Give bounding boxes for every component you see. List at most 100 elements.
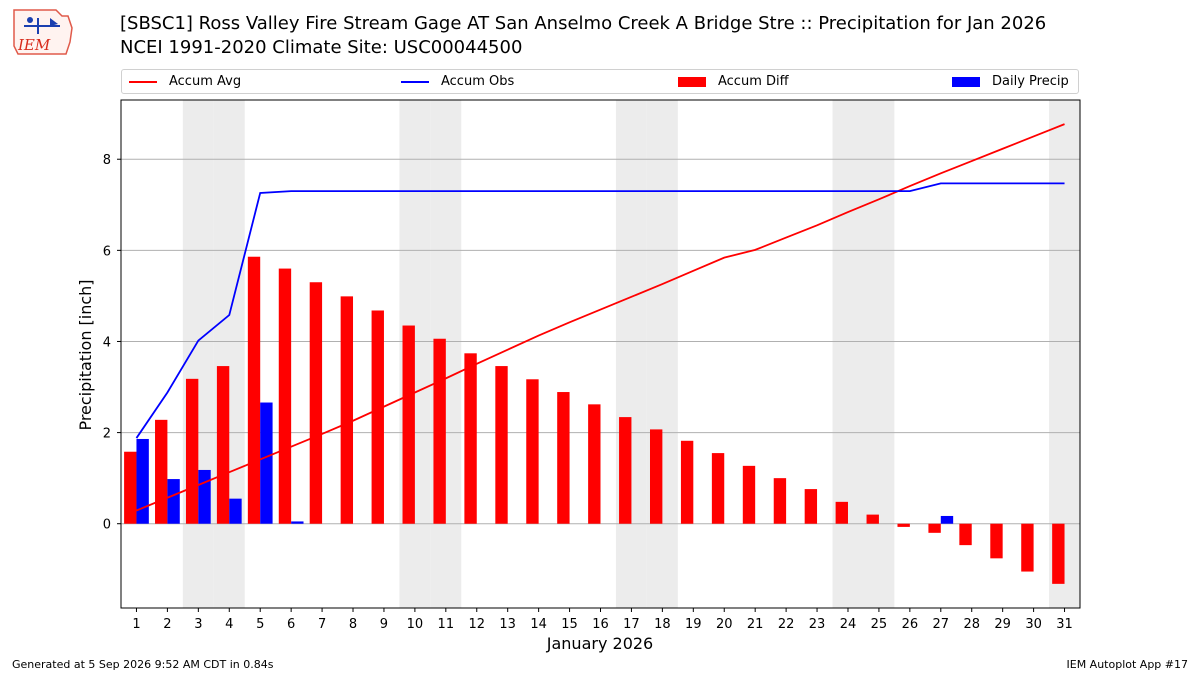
- legend-label-accum-avg: Accum Avg: [169, 74, 242, 89]
- x-tick-label: 9: [380, 617, 388, 632]
- accum-diff-bar-day-31: [1052, 523, 1065, 584]
- daily-precip-bar-day-4: [229, 498, 242, 524]
- x-tick-label: 27: [933, 617, 950, 632]
- y-axis-label: Precipitation [inch]: [76, 279, 95, 430]
- accum-diff-bar-day-10: [402, 325, 415, 524]
- x-tick-label: 19: [685, 617, 702, 632]
- legend-item-accum-avg: Accum Avg: [129, 70, 241, 93]
- x-tick-label: 18: [654, 617, 671, 632]
- weekend-band-day-17: [615, 100, 647, 608]
- iem-logo: IEM: [13, 9, 73, 55]
- weekend-band-day-4: [213, 100, 245, 608]
- x-tick-label: 14: [530, 617, 547, 632]
- legend-item-daily-precip: Daily Precip: [952, 70, 1069, 93]
- daily-precip-bar-day-27: [940, 515, 954, 524]
- accum-diff-bar-day-16: [588, 404, 601, 524]
- accum-diff-bar-day-29: [990, 523, 1003, 559]
- legend-label-daily-precip: Daily Precip: [992, 74, 1069, 89]
- y-tick-label: 2: [103, 427, 111, 442]
- legend-label-accum-diff: Accum Diff: [718, 74, 789, 89]
- accum-diff-bar-day-12: [464, 353, 477, 524]
- accum-avg-line: [136, 123, 1065, 512]
- accum-diff-bar-day-25: [866, 514, 879, 524]
- accum-diff-bar-day-4: [216, 366, 230, 524]
- legend-swatch-daily-precip: [952, 76, 980, 87]
- accum-diff-bar-day-7: [309, 282, 323, 524]
- accum-diff-bar-day-14: [526, 379, 539, 524]
- daily-precip-bar-day-3: [198, 469, 211, 524]
- accum-diff-bar-day-24: [835, 501, 848, 524]
- daily-precip-bar-day-5: [260, 402, 273, 524]
- y-tick-label: 4: [103, 335, 111, 350]
- daily-precip-bar-day-6: [291, 521, 304, 524]
- accum-diff-bar-day-13: [495, 366, 508, 524]
- accum-diff-bar-day-28: [959, 523, 972, 546]
- x-tick-label: 4: [225, 617, 233, 632]
- accum-diff-bar-day-5: [247, 256, 261, 524]
- accum-diff-bar-day-17: [619, 417, 632, 524]
- x-tick-label: 30: [1025, 617, 1042, 632]
- x-tick-label: 23: [809, 617, 826, 632]
- generated-note: Generated at 5 Sep 2026 9:52 AM CDT in 0…: [12, 658, 274, 671]
- x-tick-label: 11: [438, 617, 455, 632]
- accum-diff-bar-day-30: [1021, 523, 1034, 572]
- accum-diff-bar-day-27: [928, 523, 941, 533]
- weekend-band-day-18: [646, 100, 678, 608]
- x-tick-label: 25: [871, 617, 888, 632]
- x-tick-label: 28: [963, 617, 980, 632]
- x-tick-label: 24: [840, 617, 857, 632]
- x-tick-label: 2: [163, 617, 171, 632]
- accum-diff-bar-day-6: [278, 268, 292, 524]
- accum-diff-bar-day-9: [371, 310, 384, 524]
- weekend-band-day-24: [832, 100, 864, 608]
- x-tick-label: 31: [1056, 617, 1073, 632]
- legend-label-accum-obs: Accum Obs: [441, 74, 515, 89]
- legend-item-accum-diff: Accum Diff: [678, 70, 789, 93]
- accum-diff-bar-day-15: [557, 392, 570, 524]
- x-tick-label: 16: [592, 617, 609, 632]
- x-tick-label: 17: [623, 617, 640, 632]
- x-tick-label: 13: [499, 617, 516, 632]
- weekend-band-day-3: [182, 100, 214, 608]
- x-tick-label: 29: [994, 617, 1011, 632]
- accum-diff-bar-day-1: [124, 451, 137, 524]
- chart-subtitle: NCEI 1991-2020 Climate Site: USC00044500: [120, 37, 523, 58]
- app-credit: IEM Autoplot App #17: [1066, 658, 1189, 671]
- y-tick-label: 8: [103, 153, 111, 168]
- daily-precip-bar-day-2: [167, 479, 180, 524]
- accum-obs-line: [135, 182, 1065, 439]
- x-tick-label: 26: [902, 617, 919, 632]
- x-tick-label: 22: [778, 617, 795, 632]
- accum-diff-bar-day-11: [433, 338, 446, 524]
- accum-diff-bar-day-19: [680, 440, 694, 524]
- accum-diff-bar-day-23: [804, 489, 818, 524]
- y-tick-label: 6: [103, 244, 111, 259]
- x-tick-label: 6: [287, 617, 295, 632]
- legend-swatch-accum-avg: [129, 80, 157, 83]
- accum-diff-bar-day-20: [711, 453, 725, 524]
- accum-diff-bar-day-21: [742, 465, 756, 524]
- x-tick-label: 21: [747, 617, 764, 632]
- x-tick-label: 15: [561, 617, 578, 632]
- x-tick-label: 10: [407, 617, 424, 632]
- y-tick-label: 0: [103, 518, 111, 533]
- x-tick-label: 3: [194, 617, 202, 632]
- weekend-band-day-25: [863, 100, 895, 608]
- accum-diff-bar-day-18: [649, 429, 663, 524]
- x-tick-label: 20: [716, 617, 733, 632]
- x-tick-label: 1: [132, 617, 140, 632]
- logo-text: IEM: [17, 36, 51, 54]
- chart-title: [SBSC1] Ross Valley Fire Stream Gage AT …: [120, 13, 1047, 34]
- legend-swatch-accum-obs: [401, 80, 429, 83]
- legend: Accum Avg Accum Obs Accum Diff Daily Pre…: [121, 69, 1079, 94]
- daily-precip-bar-day-1: [136, 438, 149, 524]
- accum-diff-bar-day-26: [897, 523, 910, 527]
- accum-diff-bar-day-8: [340, 296, 354, 524]
- x-tick-label: 7: [318, 617, 326, 632]
- legend-swatch-accum-diff: [678, 76, 706, 87]
- x-tick-label: 5: [256, 617, 264, 632]
- accum-diff-bar-day-3: [185, 378, 199, 524]
- x-tick-label: 8: [349, 617, 357, 632]
- x-axis-label: January 2026: [546, 634, 653, 653]
